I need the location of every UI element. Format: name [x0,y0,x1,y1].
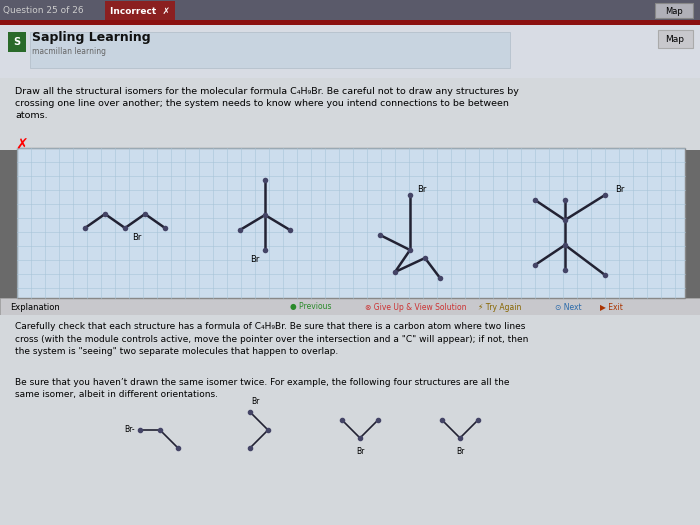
Text: ⊗ Give Up & View Solution: ⊗ Give Up & View Solution [365,302,466,311]
Bar [0,78,700,79]
Bar [17,148,685,298]
Text: Br: Br [456,447,464,457]
Text: Br: Br [356,447,364,457]
Text: Sapling Learning: Sapling Learning [32,32,150,45]
Bar [0,0,175,20]
Text: Question 25 of 26: Question 25 of 26 [3,6,83,16]
Bar [0,25,700,78]
Bar [0,315,700,525]
Bar [105,1,175,20]
Text: ⊙ Next: ⊙ Next [555,302,582,311]
Bar [30,32,510,68]
Text: Br: Br [251,397,259,406]
Text: Br: Br [615,185,624,194]
Text: Map: Map [666,35,685,44]
Text: ▶ Exit: ▶ Exit [600,302,623,311]
Text: Draw all the structural isomers for the molecular formula C₄H₉Br. Be careful not: Draw all the structural isomers for the … [15,87,519,120]
Text: Br: Br [132,234,141,243]
Text: macmillan learning: macmillan learning [32,47,106,57]
Text: S: S [13,37,20,47]
Text: Be sure that you haven’t drawn the same isomer twice. For example, the following: Be sure that you haven’t drawn the same … [15,378,510,400]
Text: Carefully check that each structure has a formula of C₄H₉Br. Be sure that there : Carefully check that each structure has … [15,322,528,356]
Text: Explanation: Explanation [10,302,60,311]
Bar [655,3,693,18]
Text: Map: Map [665,6,683,16]
Bar [0,20,700,25]
Text: Br: Br [417,185,427,194]
Text: Br: Br [251,256,260,265]
Bar [0,78,700,150]
Bar [0,298,700,316]
Bar [0,0,700,22]
Text: ✗: ✗ [15,138,28,152]
Text: Br-: Br- [125,425,135,435]
Text: Incorrect  ✗: Incorrect ✗ [110,6,170,16]
Bar [8,32,26,52]
Text: ● Previous: ● Previous [290,302,332,311]
Bar [658,30,693,48]
Text: ⚡ Try Again: ⚡ Try Again [478,302,522,311]
